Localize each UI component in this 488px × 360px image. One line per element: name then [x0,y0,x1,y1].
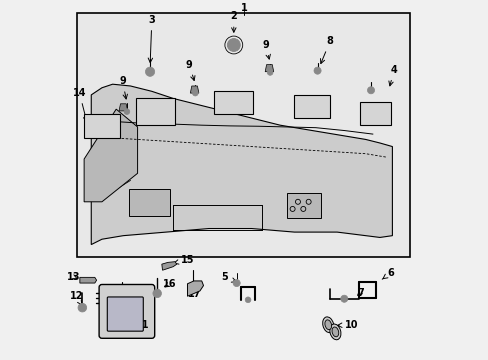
Circle shape [227,39,240,51]
Polygon shape [84,109,137,202]
Text: 12: 12 [69,291,83,305]
Ellipse shape [329,324,340,340]
Circle shape [233,279,240,287]
Polygon shape [162,262,177,270]
Text: 15: 15 [174,255,194,265]
FancyBboxPatch shape [77,13,409,257]
Text: 9: 9 [185,60,195,81]
Circle shape [192,90,198,96]
Text: 14: 14 [73,88,88,121]
Circle shape [153,289,161,298]
Ellipse shape [331,327,338,337]
FancyBboxPatch shape [84,114,120,138]
FancyBboxPatch shape [99,284,154,338]
FancyBboxPatch shape [286,193,321,218]
Circle shape [145,67,154,76]
Circle shape [313,67,321,74]
FancyBboxPatch shape [294,95,329,118]
Polygon shape [190,86,199,93]
Text: 4: 4 [388,65,397,86]
Text: 17: 17 [187,285,201,299]
FancyBboxPatch shape [214,91,253,114]
Polygon shape [119,104,127,111]
Text: 5: 5 [221,273,236,282]
FancyBboxPatch shape [136,98,175,125]
Polygon shape [80,277,97,283]
Polygon shape [91,84,391,244]
Text: 7: 7 [356,288,363,298]
Text: 13: 13 [67,273,81,282]
Circle shape [124,109,129,114]
Ellipse shape [322,317,333,333]
Circle shape [267,69,272,75]
Text: 11: 11 [131,318,149,330]
Polygon shape [264,64,273,72]
Text: 9: 9 [119,76,127,99]
Circle shape [366,87,374,94]
Text: 9: 9 [262,40,270,59]
Circle shape [78,303,86,312]
Polygon shape [187,281,203,296]
Text: 6: 6 [382,268,393,279]
Ellipse shape [324,320,331,330]
Text: 10: 10 [337,320,357,330]
FancyBboxPatch shape [128,189,169,216]
Text: 1: 1 [241,3,247,13]
Text: 2: 2 [230,12,237,32]
FancyBboxPatch shape [360,102,390,125]
Circle shape [340,295,347,302]
Text: 8: 8 [320,36,333,63]
Text: 16: 16 [163,279,176,289]
Circle shape [244,297,250,303]
FancyBboxPatch shape [107,297,143,331]
Text: 3: 3 [148,15,155,63]
